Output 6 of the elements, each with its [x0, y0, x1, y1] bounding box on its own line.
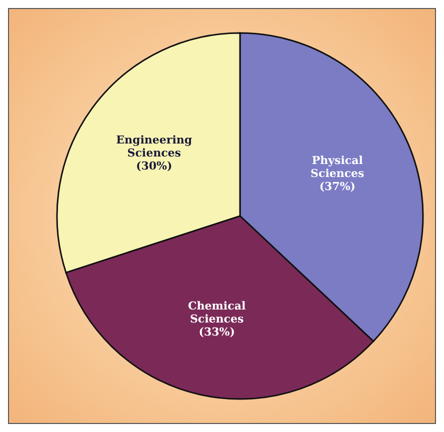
data-label: (33%) — [198, 325, 235, 338]
slice-label: Physical Sciences — [310, 154, 364, 180]
data-label: (37%) — [319, 180, 356, 193]
slice-label: Chemical Sciences — [188, 299, 246, 326]
slice-label: Engineering Sciences — [116, 133, 192, 160]
data-label: (30%) — [136, 159, 172, 172]
